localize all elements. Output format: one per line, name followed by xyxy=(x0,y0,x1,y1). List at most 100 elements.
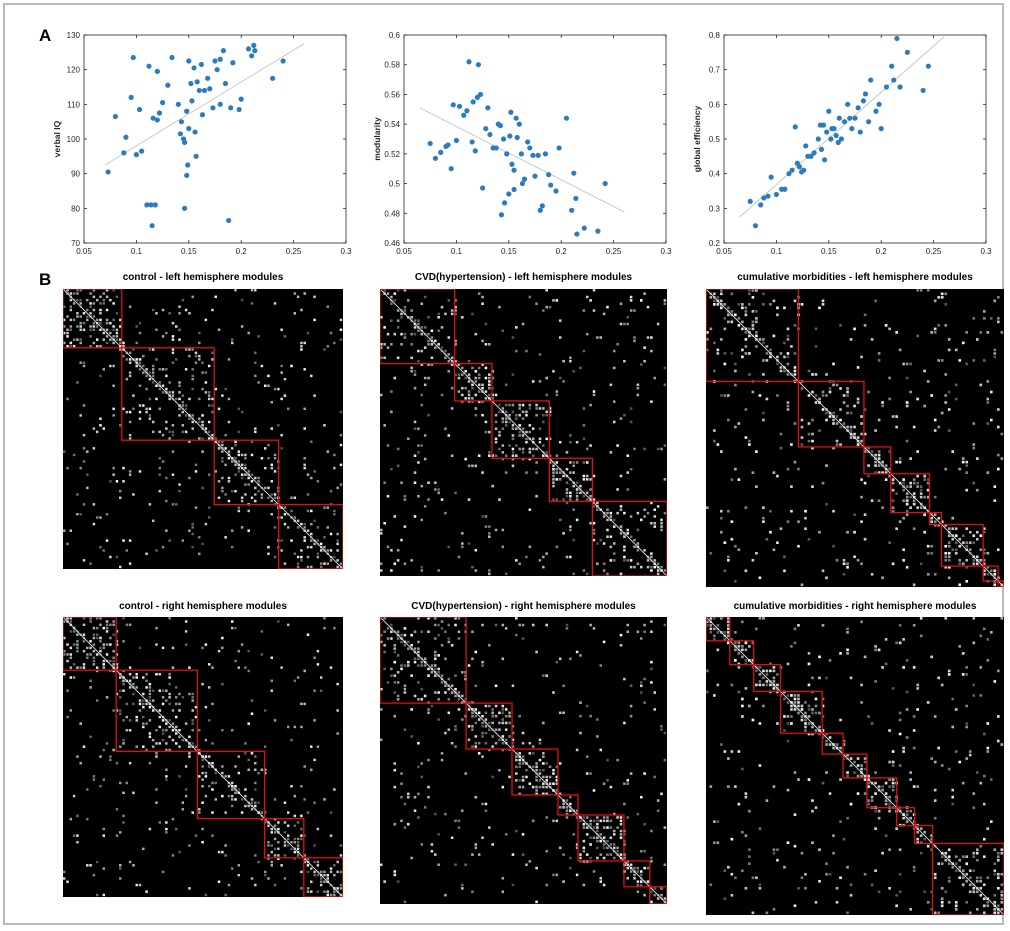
data-point xyxy=(146,63,152,69)
data-point xyxy=(761,195,767,201)
data-point xyxy=(133,152,139,158)
data-point xyxy=(602,180,608,187)
data-point xyxy=(530,152,536,158)
data-point xyxy=(461,112,467,118)
data-point xyxy=(210,105,216,111)
fit-line xyxy=(419,107,625,213)
data-point xyxy=(518,151,524,157)
data-point xyxy=(217,101,223,107)
data-point xyxy=(525,139,531,145)
data-point xyxy=(196,87,202,94)
data-point xyxy=(252,48,258,54)
x-tick-label: 0.2 xyxy=(236,247,248,254)
module-box xyxy=(896,807,916,827)
data-point xyxy=(445,142,451,148)
data-point xyxy=(539,203,545,209)
data-point xyxy=(891,77,897,83)
y-tick-label: 0.8 xyxy=(709,31,721,40)
data-point xyxy=(121,150,127,156)
module-box xyxy=(706,617,731,642)
data-point xyxy=(466,59,472,65)
data-point xyxy=(535,152,541,158)
y-tick-label: 0.4 xyxy=(709,170,721,179)
data-point xyxy=(150,115,156,121)
data-point xyxy=(193,153,199,159)
data-point xyxy=(186,126,192,132)
data-point xyxy=(123,134,129,140)
data-point xyxy=(228,105,234,111)
module-box xyxy=(303,857,343,897)
data-point xyxy=(249,53,255,59)
data-point xyxy=(178,119,185,125)
x-tick-label: 0.25 xyxy=(606,247,622,254)
data-point xyxy=(889,63,895,69)
module-box xyxy=(548,457,594,503)
y-tick-label: 0.52 xyxy=(384,150,400,159)
module-box xyxy=(940,523,984,567)
data-point xyxy=(920,87,926,94)
module-box xyxy=(866,777,898,809)
module-box xyxy=(706,289,800,383)
data-point xyxy=(165,82,171,88)
data-point xyxy=(456,103,463,109)
x-tick-label: 0.3 xyxy=(660,247,672,254)
data-point xyxy=(862,91,869,97)
connectivity-matrix xyxy=(706,289,1004,587)
x-tick-label: 0.15 xyxy=(821,247,837,254)
data-point xyxy=(841,119,848,125)
y-tick-label: 70 xyxy=(71,239,80,248)
data-point xyxy=(815,136,821,142)
data-point xyxy=(493,145,499,151)
data-point xyxy=(808,153,814,159)
data-point xyxy=(453,137,459,144)
data-point xyxy=(527,145,533,151)
module-box xyxy=(753,664,782,693)
data-point xyxy=(553,188,559,194)
data-point xyxy=(105,169,111,175)
data-point xyxy=(212,58,218,64)
data-point xyxy=(130,54,136,61)
data-point xyxy=(182,205,188,211)
module-box xyxy=(997,580,1004,587)
scatter-global-efficiency: 0.05 0.1 0.15 0.2 0.25 0.3 0.2 0.3 0.4 0.5 0.6 0.7 0… xyxy=(692,31,992,254)
data-point xyxy=(838,136,844,142)
data-point xyxy=(519,180,526,187)
panel-label-b: B xyxy=(39,270,52,289)
matrix-diagonal xyxy=(706,289,1004,587)
data-point xyxy=(160,100,166,106)
data-point xyxy=(189,98,195,104)
data-point xyxy=(497,123,504,129)
y-tick-label: 0.48 xyxy=(384,209,400,218)
data-point xyxy=(796,164,803,170)
plot-area xyxy=(83,34,347,244)
data-point xyxy=(801,167,807,173)
data-point xyxy=(194,79,200,85)
data-point xyxy=(868,77,874,83)
data-point xyxy=(175,101,181,107)
data-point xyxy=(521,176,528,182)
connectivity-matrix xyxy=(63,289,343,569)
data-point xyxy=(469,139,475,145)
plot-area xyxy=(723,34,987,244)
data-point xyxy=(475,62,482,68)
data-point xyxy=(571,170,577,176)
data-point xyxy=(845,101,851,107)
data-point xyxy=(192,129,198,135)
y-tick-label: 0.56 xyxy=(384,90,400,99)
data-point xyxy=(188,80,194,87)
x-tick-label: 0.1 xyxy=(451,247,463,254)
data-point xyxy=(502,200,508,206)
data-point xyxy=(511,186,517,193)
data-point xyxy=(438,149,444,155)
data-point xyxy=(198,61,204,68)
connectivity-matrix xyxy=(380,617,667,904)
matrix-title: control - right hemisphere modules xyxy=(119,601,287,612)
module-box xyxy=(623,860,651,888)
data-point xyxy=(792,124,798,130)
plot-area xyxy=(403,34,667,244)
data-point xyxy=(156,110,163,116)
y-tick-label: 80 xyxy=(71,204,80,213)
module-box xyxy=(577,814,625,862)
module-box xyxy=(121,347,215,441)
module-box xyxy=(797,380,865,448)
